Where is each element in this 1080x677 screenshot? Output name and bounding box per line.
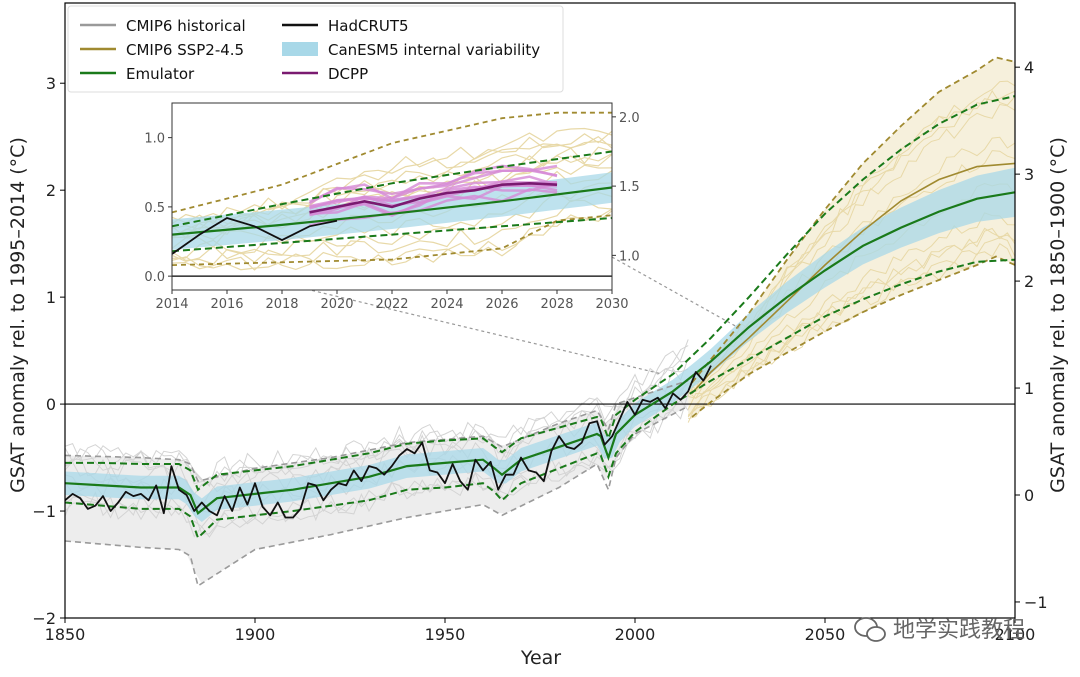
x-tick-label: 2100 [995, 625, 1036, 644]
inset-y-right-tick-label: 1.0 [619, 249, 640, 264]
inset-y-left-tick-label: 0.5 [144, 201, 165, 216]
legend-label: Emulator [126, 65, 195, 83]
ssp245-member [687, 212, 1015, 416]
legend-label: DCPP [328, 65, 368, 83]
legend-swatch [282, 42, 318, 56]
legend-item-cmip6-historical: CMIP6 historical [80, 17, 246, 35]
inset-x-tick-label: 2016 [210, 297, 243, 312]
inset-ssp245-member [172, 199, 612, 265]
cmip6-historical-lower [65, 405, 689, 588]
inset-x-tick-label: 2028 [540, 297, 573, 312]
y-left-tick-label: 2 [46, 181, 56, 200]
cmip6-historical-member [65, 345, 689, 486]
x-tick-label: 1900 [235, 625, 276, 644]
ssp245-upper [691, 56, 1015, 384]
legend-label: HadCRUT5 [328, 17, 409, 35]
watermark: 地学实践教程 [854, 617, 1025, 643]
cmip6-historical-member [65, 393, 689, 538]
y-right-tick-label: 1 [1024, 379, 1034, 398]
inset-x-tick-label: 2024 [430, 297, 463, 312]
emulator-lower [65, 258, 1015, 540]
y-axis-right: −1 0 1 2 3 4 [1015, 58, 1048, 612]
main-plot-frame [64, 2, 1016, 619]
inset-ssp245-member [172, 208, 612, 271]
inset-emulator-upper [172, 150, 612, 228]
inset-x-tick-label: 2030 [595, 297, 628, 312]
legend-item-canesm5: CanESM5 internal variability [282, 41, 540, 59]
inset-y-left-tick-label: 1.0 [144, 132, 165, 147]
y-axis-left-label: GSAT anomaly rel. to 1995–2014 (°C) [7, 137, 29, 493]
y-axis-right-label: GSAT anomaly rel. to 1850–1900 (°C) [1047, 137, 1069, 493]
legend-item-emulator: Emulator [80, 65, 195, 83]
y-left-tick-label: 0 [46, 395, 56, 414]
legend-label: CanESM5 internal variability [328, 41, 540, 59]
legend-label: CMIP6 SSP2-4.5 [126, 41, 244, 59]
inset-hadcrut5-line [172, 217, 338, 255]
inset-x-axis: 2014 2016 2018 2020 2022 2024 2026 2028 2030 [155, 290, 629, 312]
inset-x-tick-label: 2014 [155, 297, 188, 312]
inset-ssp245-member [172, 210, 612, 271]
legend-label: CMIP6 historical [126, 17, 246, 35]
legend-item-cmip6-ssp245: CMIP6 SSP2-4.5 [80, 41, 244, 59]
inset-y-right-tick-label: 1.5 [619, 180, 640, 195]
inset-x-tick-label: 2022 [375, 297, 408, 312]
inset-emulator-lower [172, 217, 612, 253]
x-tick-label: 2000 [615, 625, 656, 644]
hadcrut5-line [65, 365, 712, 519]
x-tick-label: 1850 [45, 625, 86, 644]
y-left-tick-label: 1 [46, 288, 56, 307]
inset-dcpp-member [309, 169, 558, 209]
x-axis-label: Year [520, 647, 561, 669]
inset-y-axis-right: 1.0 1.5 2.0 [612, 111, 640, 264]
inset-ssp245-upper [172, 111, 612, 214]
ssp245-mean [691, 162, 1015, 394]
x-tick-label: 1950 [425, 625, 466, 644]
inset-dcpp-member [309, 175, 558, 217]
inset-y-right-tick-label: 2.0 [619, 111, 640, 126]
y-right-tick-label: −1 [1024, 593, 1048, 612]
x-axis: 1850 1900 1950 2000 2050 2100 [45, 618, 1036, 644]
cmip6-historical-member [65, 368, 689, 496]
watermark-text: 地学实践教程 [893, 618, 1025, 643]
inset-emulator-median [172, 186, 612, 236]
cmip6-historical-upper [65, 379, 689, 483]
inset-ssp245-member [172, 130, 612, 225]
inset-plot: 2014 2016 2018 2020 2022 2024 2026 2028 2030 0.0… [144, 102, 640, 312]
inset-x-tick-label: 2020 [320, 297, 353, 312]
x-tick-label: 2050 [805, 625, 846, 644]
legend-item-dcpp: DCPP [282, 65, 368, 83]
y-right-tick-label: 0 [1024, 486, 1034, 505]
ssp245-member [687, 227, 1015, 418]
legend: CMIP6 historical CMIP6 SSP2-4.5 Emulator… [67, 5, 564, 93]
main-plot-area [64, 2, 1016, 619]
y-right-tick-label: 4 [1024, 58, 1034, 77]
inset-ssp245-lower [172, 214, 612, 266]
cmip6-historical-member [65, 399, 689, 538]
inset-dcpp-mean [309, 181, 558, 214]
zoom-connector-right [611, 256, 740, 329]
wechat-icon [854, 617, 886, 642]
y-axis-left: −2 −1 0 1 2 3 [32, 74, 65, 628]
y-left-tick-label: 3 [46, 74, 56, 93]
y-right-tick-label: 2 [1024, 272, 1034, 291]
inset-y-left-tick-label: 0.0 [144, 270, 165, 285]
inset-y-axis-left: 0.0 0.5 1.0 [144, 132, 172, 285]
legend-item-hadcrut5: HadCRUT5 [282, 17, 409, 35]
y-right-tick-label: 3 [1024, 165, 1034, 184]
inset-x-tick-label: 2026 [485, 297, 518, 312]
y-left-tick-label: −2 [32, 609, 56, 628]
inset-canesm5-band [172, 172, 612, 250]
emulator-upper [65, 95, 1015, 492]
y-left-tick-label: −1 [32, 502, 56, 521]
cmip6-historical-member [65, 350, 689, 487]
inset-x-tick-label: 2018 [265, 297, 298, 312]
